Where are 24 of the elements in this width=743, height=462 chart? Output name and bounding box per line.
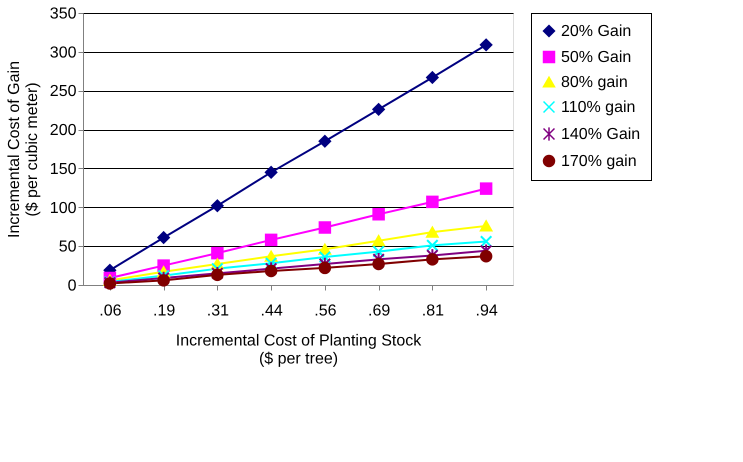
y-tick-label: 0 xyxy=(68,278,77,294)
x-tick-label: .69 xyxy=(368,302,390,320)
legend-label: 110% gain xyxy=(561,99,636,116)
y-tick-label: 350 xyxy=(50,6,77,22)
y-tick-label: 300 xyxy=(50,44,77,62)
x-tick-label: .44 xyxy=(260,302,283,320)
legend-label: 80% gain xyxy=(561,74,628,91)
y-tick-label: 250 xyxy=(50,83,77,100)
x-tick-label: .19 xyxy=(153,302,176,320)
x-tick-label: .56 xyxy=(314,302,337,320)
y-tick-label: 150 xyxy=(50,160,77,178)
y-axis-title: Incremental Cost of Gain ($ per cubic meter) xyxy=(6,61,41,238)
legend-label: 20% Gain xyxy=(561,23,632,40)
x-tick-label: .31 xyxy=(206,302,230,320)
y-tick-label: 100 xyxy=(50,200,77,217)
legend-label: 50% Gain xyxy=(561,49,632,66)
legend-label: 140% Gain xyxy=(561,126,640,143)
y-tick-label: 50 xyxy=(58,238,77,256)
x-tick-label: .06 xyxy=(99,302,122,320)
y-tick-label: 200 xyxy=(50,122,77,140)
legend-label: 170% gain xyxy=(561,153,637,170)
x-tick-label: .94 xyxy=(476,302,498,320)
x-tick-label: .81 xyxy=(422,302,444,320)
x-axis-title: Incremental Cost of Planting Stock ($ per tree) xyxy=(176,332,422,368)
